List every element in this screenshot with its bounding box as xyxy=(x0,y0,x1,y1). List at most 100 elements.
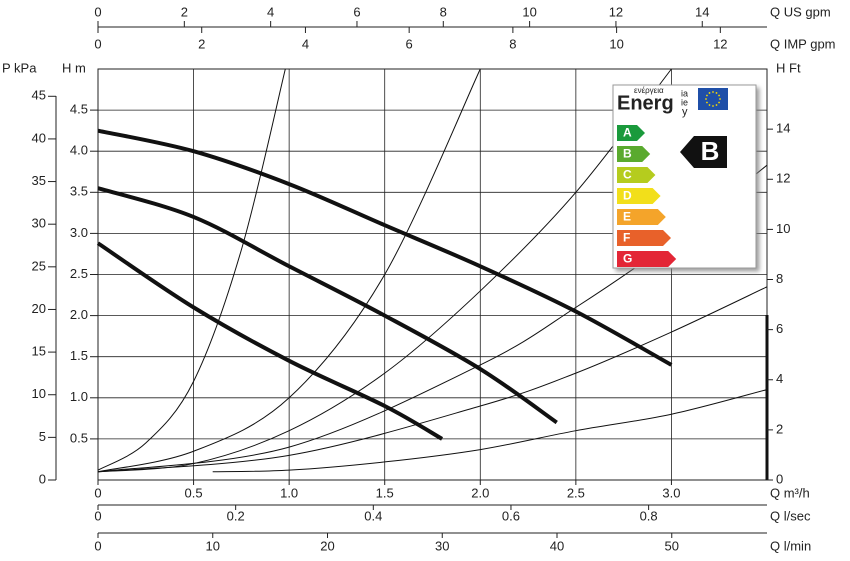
axis-tick-label: 20 xyxy=(32,301,46,316)
eu-flag xyxy=(698,88,728,110)
class-bar xyxy=(617,209,666,225)
axis-label: Q l/min xyxy=(770,538,811,553)
axis-tick-label: 0 xyxy=(776,471,783,486)
axis-tick-label: 12 xyxy=(713,36,727,51)
eu-star xyxy=(708,104,711,106)
axis-tick-label: 40 xyxy=(32,130,46,145)
axis-tick-label: 4 xyxy=(302,36,309,51)
plot-border xyxy=(97,68,768,481)
curve xyxy=(97,68,481,473)
label-suffix: ie xyxy=(681,97,688,107)
axis-tick-label: 15 xyxy=(32,344,46,359)
rating-letter: B xyxy=(701,136,720,166)
axis-tick-label: 2 xyxy=(198,36,205,51)
eu-star xyxy=(718,94,720,97)
axis-tick-label: 6 xyxy=(406,36,413,51)
eu-star xyxy=(718,101,720,104)
axis-tick-label: 0.2 xyxy=(227,508,245,523)
eu-star xyxy=(706,101,708,104)
axis-tick-label: 0 xyxy=(94,4,101,19)
eu-star xyxy=(708,92,711,94)
axis-tick-label: 0.6 xyxy=(502,508,520,523)
eu-star xyxy=(712,105,714,107)
label-wordmark: Energ xyxy=(617,92,674,114)
x-tick-label: 2.0 xyxy=(471,485,489,500)
plot-area: 0 0.5 1.0 1.5 2.0 2.5 3.0 0.5 1.0 1.5 2.0 2.5 3.0 3.5… xyxy=(2,4,836,553)
x-tick-label: 3.0 xyxy=(662,485,680,500)
class-letter: E xyxy=(623,210,631,224)
axis-tick-label: 10 xyxy=(32,386,46,401)
class-bar xyxy=(617,230,671,246)
axis-tick-label: 40 xyxy=(550,538,564,553)
x-tick-label: 2.5 xyxy=(567,485,585,500)
axis-tick-label: 4 xyxy=(267,4,274,19)
x-tick-label: 1.5 xyxy=(376,485,394,500)
axis-tick-label: 50 xyxy=(665,538,679,553)
class-bar xyxy=(617,146,651,162)
curve xyxy=(97,68,286,471)
class-letter: G xyxy=(623,252,632,266)
class-letter: C xyxy=(623,168,632,182)
eu-star xyxy=(712,91,714,93)
axis-tick-label: 6 xyxy=(776,321,783,336)
axis-tick-label: 14 xyxy=(776,121,790,136)
axis-tick-label: 2 xyxy=(181,4,188,19)
class-letter: B xyxy=(623,147,632,161)
axis-tick-label: 5 xyxy=(39,429,46,444)
x-axis-label: Q m³/h xyxy=(770,485,810,500)
class-letter: A xyxy=(623,126,632,140)
label-suffix: y xyxy=(682,106,688,118)
axis-label: H Ft xyxy=(776,60,801,75)
y-tick-label: 2.5 xyxy=(70,266,88,281)
class-bar xyxy=(617,188,661,204)
curve xyxy=(97,286,768,473)
eu-star xyxy=(719,98,721,100)
axis-tick-label: 14 xyxy=(695,4,709,19)
eu-star xyxy=(715,104,718,106)
axis-tick-label: 0 xyxy=(39,471,46,486)
axis-tick-label: 8 xyxy=(440,4,447,19)
label-suffix: ia xyxy=(681,88,688,98)
axis-tick-label: 6 xyxy=(353,4,360,19)
axis-tick-label: 30 xyxy=(32,216,46,231)
curve xyxy=(212,389,768,473)
y-tick-label: 4.5 xyxy=(70,102,88,117)
axis-tick-label: 12 xyxy=(776,171,790,186)
axis-tick-label: 0 xyxy=(94,508,101,523)
x-tick-label: 1.0 xyxy=(280,485,298,500)
axis-label: P kPa xyxy=(2,60,37,75)
eu-star xyxy=(705,98,707,100)
axis-label: Q l/sec xyxy=(770,508,811,523)
class-bar xyxy=(617,167,656,183)
axis-tick-label: 0 xyxy=(94,538,101,553)
axis-tick-label: 8 xyxy=(776,271,783,286)
x-tick-label: 0 xyxy=(94,485,101,500)
axis-tick-label: 10 xyxy=(522,4,536,19)
x-tick-label: 0.5 xyxy=(185,485,203,500)
y-tick-label: 0.5 xyxy=(70,430,88,445)
class-letter: F xyxy=(623,231,630,245)
axis-tick-label: 0 xyxy=(94,36,101,51)
axis-tick-label: 10 xyxy=(206,538,220,553)
curve xyxy=(97,186,558,425)
axis-tick-label: 30 xyxy=(435,538,449,553)
y-tick-label: 3.5 xyxy=(70,184,88,199)
y-tick-label: 1.5 xyxy=(70,348,88,363)
axis-tick-label: 25 xyxy=(32,258,46,273)
y-tick-label: 3.0 xyxy=(70,225,88,240)
axis-tick-label: 12 xyxy=(609,4,623,19)
curve xyxy=(96,241,444,441)
axis-tick-label: 35 xyxy=(32,173,46,188)
y-tick-label: 4.0 xyxy=(70,143,88,158)
axis-tick-label: 2 xyxy=(776,421,783,436)
axis-tick-label: 10 xyxy=(776,221,790,236)
axis-tick-label: 45 xyxy=(32,88,46,103)
eu-star xyxy=(706,94,708,97)
axis-tick-label: 8 xyxy=(509,36,516,51)
axis-label: Q US gpm xyxy=(770,4,831,19)
axis-tick-label: 0.4 xyxy=(364,508,382,523)
y-axis-label: H m xyxy=(62,60,86,75)
axis-tick-label: 10 xyxy=(609,36,623,51)
axis-tick-label: 0.8 xyxy=(640,508,658,523)
